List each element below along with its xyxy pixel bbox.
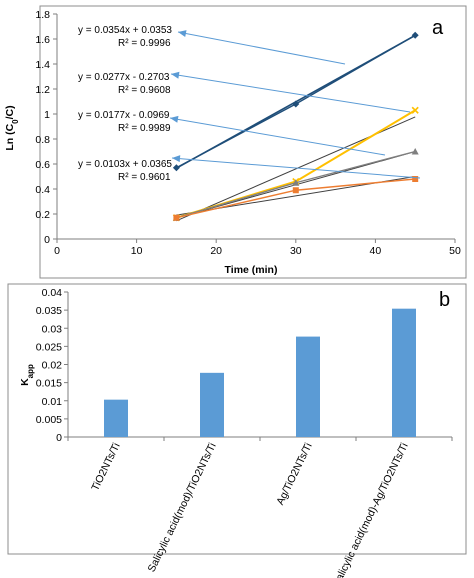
chart-a-data-point [292,100,300,108]
chart-b-y-tick-label: 0.035 [36,305,62,317]
chart-b-category-labels: TiO2NTs/Ti Salicylic acid(mod)/TiO2NTs/Ti… [89,441,410,578]
chart-b-y-tick-label: 0.01 [42,396,63,408]
chart-a-arrow-head [171,71,180,79]
chart-b-y-tick-label: 0.03 [42,323,63,335]
chart-a-y-tick-label: 0.6 [35,159,50,171]
chart-a-trendline-r2: R² = 0.9989 [118,123,171,134]
chart-a-annotation-arrow [177,31,346,65]
chart-a-data-point [292,187,299,194]
chart-a-panel-label: a [432,17,444,39]
chart-a-data-point [411,148,419,155]
chart-a-axes: 0 0.2 0.4 0.6 0.8 1 1.2 1.4 1.6 1.8 0 10 20 30 40 50 [35,9,461,257]
chart-a-data-point [173,214,180,221]
chart-a-series [172,31,419,222]
chart-b-y-tick-label: 0.015 [36,378,62,390]
chart-b-y-tick-label: 0.02 [42,360,63,372]
chart-a-annotation-arrow [170,73,411,113]
chart-a-trendline-equation: y = 0.0354x + 0.0353 [78,25,172,36]
chart-b-category-label: Ag/TiO2NTs/Ti [274,441,314,507]
chart-a-x-axis-title: Time (min) [225,264,278,276]
chart-a-frame [39,5,467,279]
chart-b-bar [200,372,224,437]
chart-a-data-point [172,164,180,172]
chart-b-y-tick-label: 0.04 [42,287,63,299]
chart-a-trendline-r2: R² = 0.9608 [118,85,171,96]
chart-a-series-line [176,109,416,219]
chart-a-x-tick-label: 0 [54,245,60,257]
chart-a-trendline-equation: y = 0.0177x - 0.0969 [78,110,170,121]
chart-a-annotation-arrow [171,157,421,179]
chart-a-x-tick-label: 10 [131,245,143,257]
chart-a-x-tick-label: 40 [370,245,382,257]
chart-a-y-tick-label: 0 [44,234,50,246]
chart-b-y-tick-label: 0.025 [36,341,62,353]
chart-b-y-tick-label: 0 [56,432,62,444]
chart-b-y-tick-label: 0.005 [36,414,62,426]
chart-a-x-tick-label: 20 [210,245,222,257]
chart-b: b 00.0050.010.0150.020.0250.030.0350.04 … [7,283,467,578]
chart-b-category-label: TiO2NTs/Ti [89,441,122,493]
chart-b-bar [296,336,320,437]
chart-a-y-tick-label: 1.2 [35,84,50,96]
chart-b-bars [104,308,416,437]
chart-a-x-tick-label: 30 [290,245,302,257]
chart-a-trendline-equation: y = 0.0277x - 0.2703 [78,72,170,83]
chart-a-trendline-equation: y = 0.0103x + 0.0365 [78,159,172,170]
chart-a-arrow-head [170,115,179,123]
chart-a-y-tick-label: 0.8 [35,134,50,146]
chart-a: a 00.20.40.60.811.21.41.61.80 10 20 30 40 50 … [4,5,467,279]
chart-b-axes: 0 0.005 0.01 0.015 0.02 0.025 0.03 0.035 0.04 [36,287,453,444]
chart-b-category-label: Salicylic acid(mod)-Ag/TiO2NTs/Ti [330,441,410,578]
chart-b-frame [7,283,467,555]
chart-a-trendline-r2: R² = 0.9601 [118,172,171,183]
chart-a-arrows [169,30,421,179]
chart-a-arrow-head [172,155,181,163]
chart-a-data-point [412,176,419,182]
chart-b-bar [392,308,416,437]
chart-a-data-point [292,179,300,186]
chart-a-y-tick-label: 0.4 [35,184,50,196]
chart-b-bar [104,399,128,437]
chart-a-data-point [411,106,419,114]
chart-b-panel-label: b [439,289,450,311]
chart-a-y-tick-label: 1.4 [35,59,50,71]
chart-a-equations: y = 0.0354x + 0.0353 R² = 0.9996 y = 0.027… [78,25,172,183]
chart-a-x-tick-label: 50 [449,245,461,257]
chart-a-y-tick-label: 0.2 [35,209,50,221]
chart-a-trendline-r2: R² = 0.9996 [118,38,171,49]
chart-a-data-point [411,31,419,39]
chart-b-y-axis-title: Kapp [19,364,35,386]
chart-a-arrow-head [178,30,187,37]
chart-a-y-tick-label: 1.8 [35,9,50,21]
chart-a-y-tick-label: 1 [44,109,50,121]
chart-a-y-axis-title: Ln (C0/C) [4,105,20,150]
chart-a-y-tick-label: 1.6 [35,34,50,46]
chart-a-annotation-arrow [169,117,386,156]
